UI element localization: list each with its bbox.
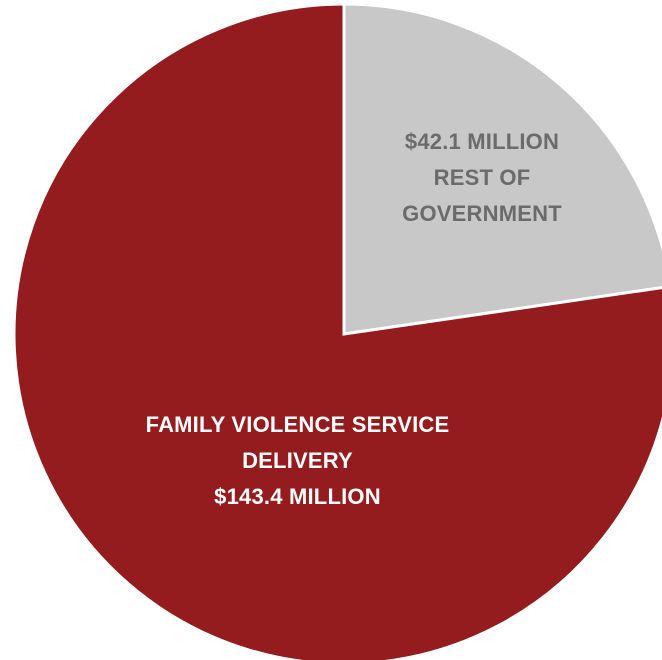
family-label-line-2: DELIVERY [242,448,353,473]
family-label-line-1: FAMILY VIOLENCE SERVICE [145,412,450,437]
family-label-line-3: $143.4 MILLION [214,484,381,509]
rest-label-line-3: GOVERNMENT [402,201,562,226]
rest-label-line-1: $42.1 MILLION [404,129,560,154]
pie-slices [12,2,662,660]
rest-of-government-slice-label: $42.1 MILLION REST OF GOVERNMENT [372,124,592,232]
family-violence-slice-label: FAMILY VIOLENCE SERVICE DELIVERY $143.4 … [100,407,495,515]
rest-label-line-2: REST OF [433,165,531,190]
pie-slice-rest-of-government [342,2,662,336]
pie-slice-family-violence-service-delivery [12,2,662,660]
